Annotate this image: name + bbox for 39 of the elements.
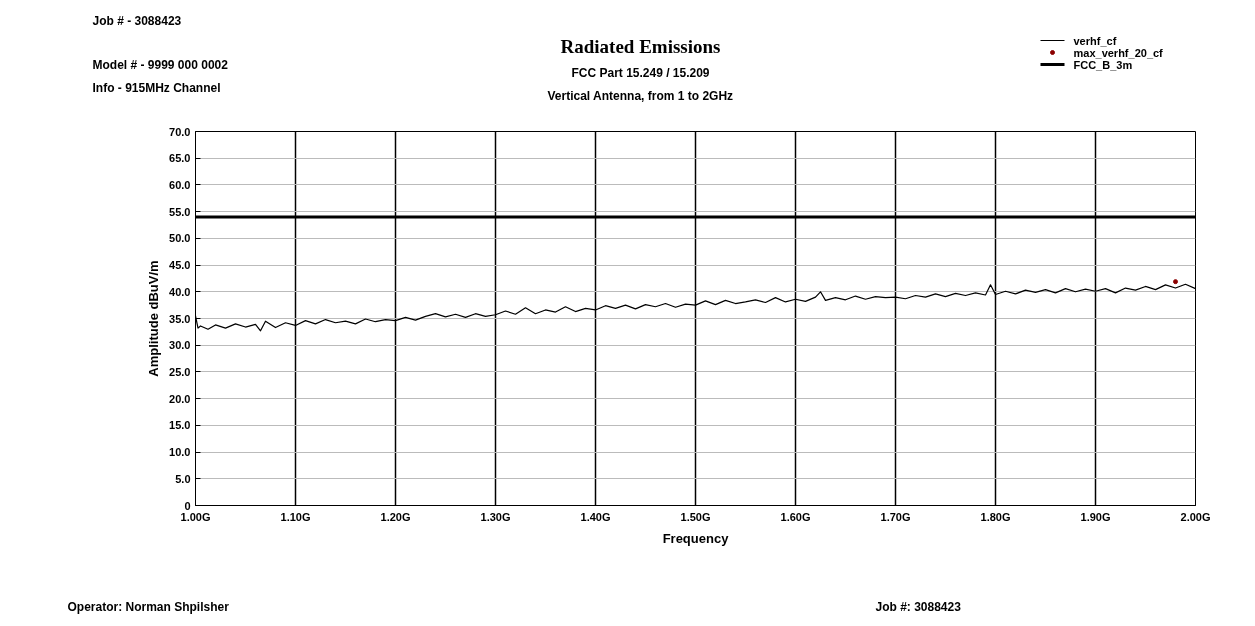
legend-label: max_verhf_20_cf xyxy=(1073,46,1164,59)
y-tick-label: 70.0 xyxy=(169,125,191,138)
y-tick-label: 50.0 xyxy=(169,232,191,245)
y-tick-label: 25.0 xyxy=(169,365,191,378)
y-axis-title: Amplitude dBuV/m xyxy=(146,260,162,377)
x-tick-label: 2.00G xyxy=(1180,510,1211,523)
text: Vertical Antenna, from 1 to 2GHz xyxy=(547,88,734,103)
y-tick-label: 45.0 xyxy=(169,259,191,272)
x-tick-label: 1.60G xyxy=(780,510,811,523)
x-tick-label: 1.10G xyxy=(280,510,311,523)
y-tick-label: 60.0 xyxy=(169,178,191,191)
x-tick-label: 1.80G xyxy=(980,510,1011,523)
y-tick-label: 20.0 xyxy=(169,392,191,405)
chart-title: Radiated Emissions xyxy=(560,36,721,57)
legend-label: FCC_B_3m xyxy=(1073,58,1133,71)
x-tick-label: 1.00G xyxy=(180,510,211,523)
y-tick-label: 55.0 xyxy=(169,205,191,218)
text: Operator: Norman Shpilsher xyxy=(67,599,230,614)
x-tick-label: 1.90G xyxy=(1080,510,1111,523)
text: Model # - 9999 000 0002 xyxy=(92,57,229,72)
chart-subtitle: FCC Part 15.249 / 15.209 xyxy=(571,65,710,80)
y-tick-label: 30.0 xyxy=(169,339,191,352)
text: Job #: 3088423 xyxy=(875,599,962,614)
x-tick-label: 1.30G xyxy=(480,510,511,523)
y-tick-label: 0 xyxy=(184,499,191,512)
y-tick-label: 15.0 xyxy=(169,419,191,432)
y-tick-label: 35.0 xyxy=(169,312,191,325)
y-tick-label: 40.0 xyxy=(169,285,191,298)
x-axis-title: Frequency xyxy=(662,530,730,546)
x-tick-label: 1.70G xyxy=(880,510,911,523)
legend-label: verhf_cf xyxy=(1073,34,1117,47)
x-tick-label: 1.40G xyxy=(580,510,611,523)
text: Job # - 3088423 xyxy=(92,13,182,28)
y-tick-label: 65.0 xyxy=(169,152,191,165)
y-tick-label: 5.0 xyxy=(175,472,191,485)
text: Info - 915MHz Channel xyxy=(92,80,221,95)
y-tick-label: 10.0 xyxy=(169,446,191,459)
x-tick-label: 1.20G xyxy=(380,510,411,523)
x-tick-label: 1.50G xyxy=(680,510,711,523)
